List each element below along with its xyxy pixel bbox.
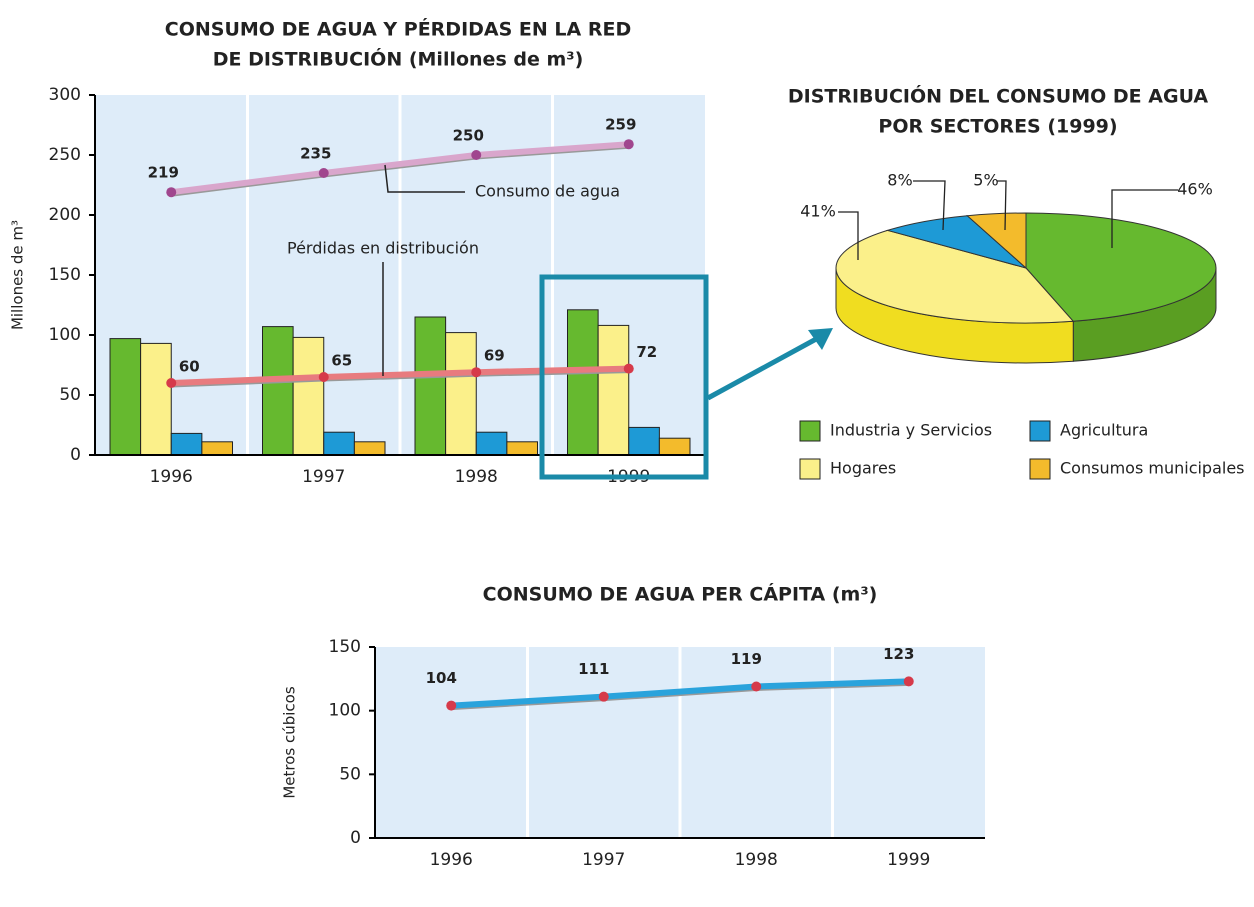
pie-slice [835,229,1075,324]
y-tick-label: 200 [49,205,81,225]
point [623,363,634,374]
bar [292,336,325,456]
bar [262,326,294,456]
bar [475,431,508,456]
point [318,168,329,178]
data-label: 104 [426,669,457,687]
legend-label: Agricultura [1060,421,1148,440]
data-label: 69 [484,347,505,365]
highlight-box [539,274,709,480]
series-label: Consumo de agua [475,182,620,201]
bar [109,338,142,456]
point [166,378,177,388]
legend-swatch [799,420,821,442]
point [166,187,177,198]
pie-slice [885,215,1027,269]
leader-line [384,164,465,193]
data-label: 250 [453,127,484,145]
y-tick-label: 100 [49,325,81,345]
point [471,150,482,160]
legend-swatch [1029,420,1051,442]
series-label: Pérdidas en distribución [287,239,479,258]
y-tick-label: 100 [329,701,361,721]
bar [201,441,233,456]
line [170,141,629,196]
bar [567,309,599,456]
y-tick-label: 0 [350,828,361,848]
data-label: 46% [1177,180,1213,199]
y-tick-label: 50 [59,385,81,405]
x-tick-label: 1997 [582,850,625,870]
data-label: 72 [636,343,657,361]
x-tick-label: 1999 [887,850,930,870]
bar [170,432,203,456]
data-label: 41% [800,202,836,221]
y-tick-label: 250 [49,145,81,165]
leader-line [838,211,859,260]
bar [353,441,386,456]
bar [323,431,355,456]
y-axis-label: Metros cúbicos [281,686,299,799]
y-axis-label: Millones de m³ [9,220,27,330]
legend-label: Industria y Servicios [830,421,992,440]
bar [140,342,172,456]
y-tick-label: 150 [329,637,361,657]
chart-title: DISTRIBUCIÓN DEL CONSUMO DE AGUA [788,84,1209,108]
pie-slice [1025,212,1217,322]
leader-line [997,180,1007,231]
chart-title: DE DISTRIBUCIÓN (Millones de m³) [213,47,584,71]
data-label: 65 [331,352,352,370]
data-label: 259 [605,116,636,134]
data-label: 8% [887,171,912,190]
leader-line [913,180,946,231]
point [471,367,482,378]
data-label: 235 [300,145,331,163]
bar [628,426,660,456]
point [598,691,609,702]
leader-line [1111,189,1178,248]
data-label: 119 [731,650,762,668]
point [446,700,457,711]
data-label: 60 [179,358,200,376]
charts: 0 50 100 150 200 250 300 1996 1997 1998 1999 Millon… [9,18,1245,871]
data-label: 111 [578,660,609,678]
legend-swatch [799,458,821,480]
bar [414,316,447,456]
chart-title: CONSUMO DE AGUA Y PÉRDIDAS EN LA RED [165,18,631,41]
data-label: 123 [883,645,914,663]
point [903,676,914,687]
point [318,372,329,382]
bar [597,324,630,456]
data-label: 219 [148,164,179,182]
legend-swatch [1029,458,1051,480]
x-tick-label: 1996 [430,850,473,870]
bar [506,441,538,456]
point [751,681,762,692]
x-tick-label: 1997 [302,467,345,487]
legend-label: Consumos municipales [1060,459,1245,478]
y-tick-label: 150 [49,265,81,285]
arrow-head [808,328,833,350]
x-tick-label: 1996 [150,467,193,487]
bar [445,332,477,456]
x-tick-label: 1998 [455,467,498,487]
y-tick-label: 0 [70,445,81,465]
data-label: 5% [973,171,998,190]
line [451,678,909,709]
legend-label: Hogares [830,459,896,478]
bar [658,437,691,456]
x-tick-label: 1998 [735,850,778,870]
line [171,365,629,386]
chart-title: CONSUMO DE AGUA PER CÁPITA (m³) [483,583,878,606]
point [623,139,634,150]
y-tick-label: 300 [49,85,81,105]
arrow [706,335,820,401]
chart-title: POR SECTORES (1999) [878,116,1117,138]
pie-slice [966,212,1027,270]
y-tick-label: 50 [339,764,361,784]
